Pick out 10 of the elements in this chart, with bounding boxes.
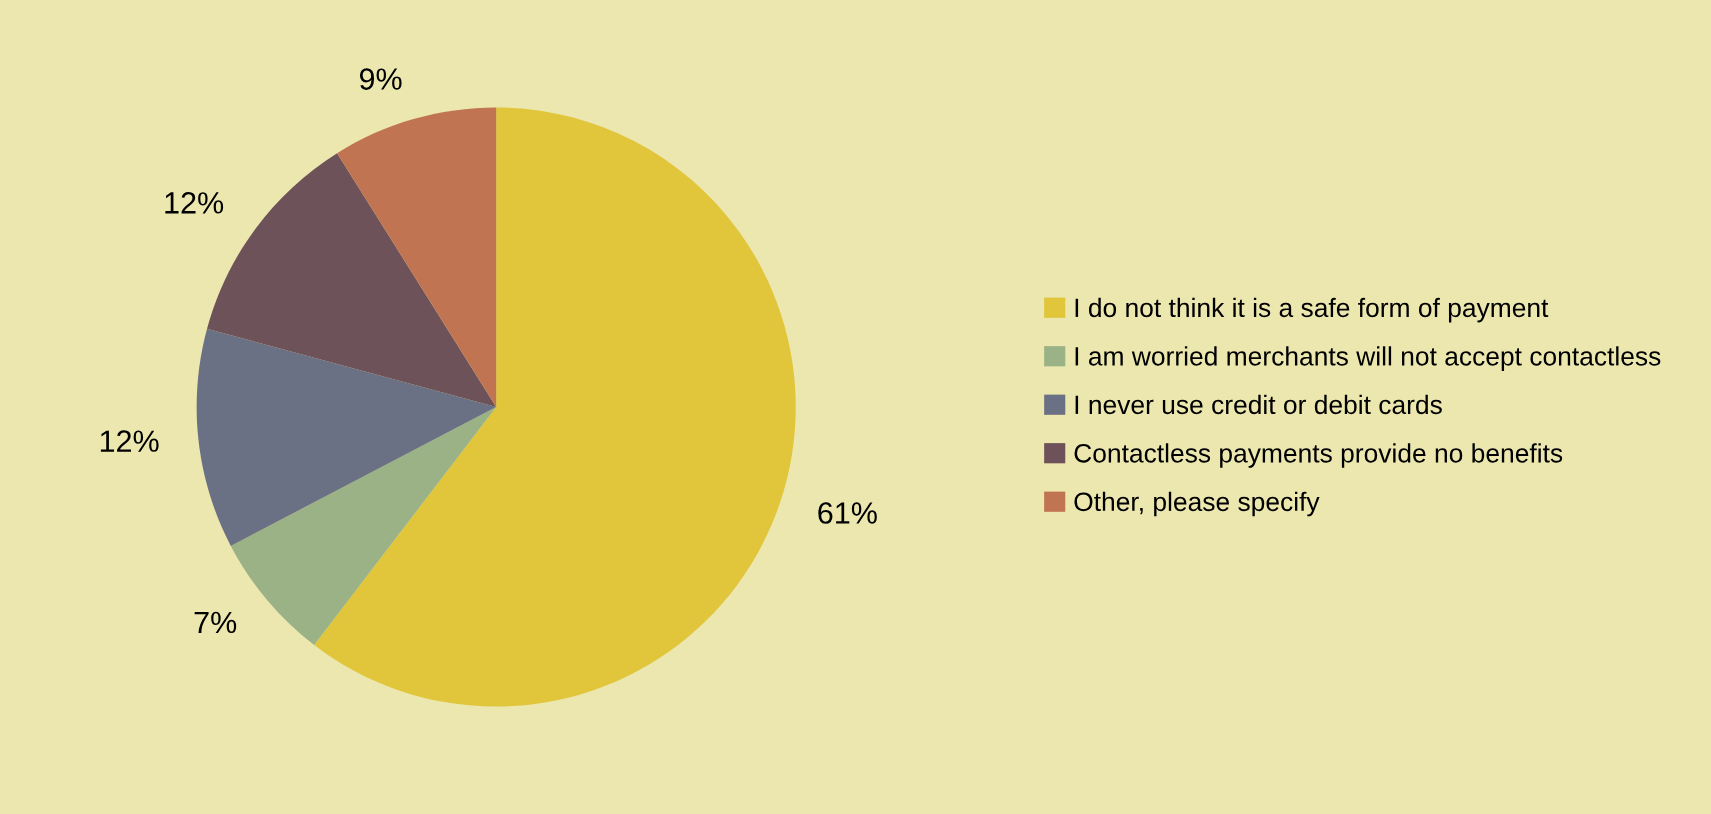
legend-label: I do not think it is a safe form of payment — [1075, 297, 1549, 323]
data-label: 12% — [165, 192, 224, 214]
data-label: 61% — [818, 502, 877, 524]
data-label: 12% — [100, 430, 159, 452]
data-label: 9% — [359, 68, 402, 90]
data-label: 7% — [194, 611, 237, 634]
legend-label: Contactless payments provide no benefits — [1074, 443, 1563, 468]
legend-label: I am worried merchants will not accept contactless — [1075, 346, 1661, 371]
legend-label: I never use credit or debit cards — [1075, 394, 1442, 415]
legend-label: Other, please specify — [1074, 491, 1320, 517]
